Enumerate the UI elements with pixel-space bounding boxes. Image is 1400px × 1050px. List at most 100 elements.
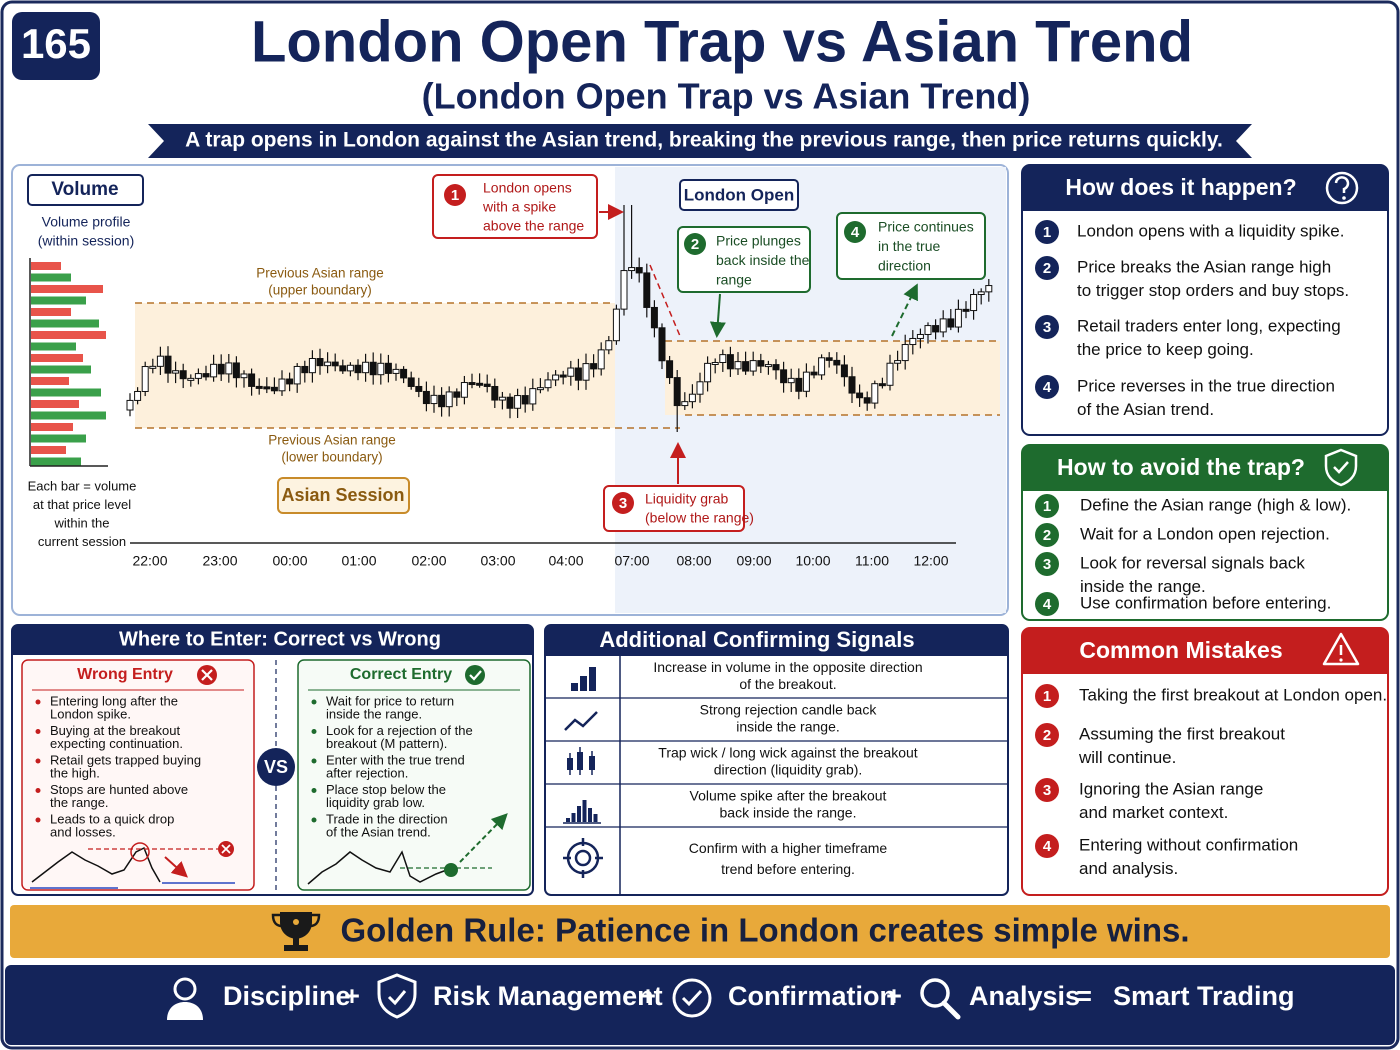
volume-caption: (within session)	[38, 233, 134, 249]
bullet	[35, 758, 41, 764]
candle-body	[833, 359, 841, 366]
mini-check	[444, 863, 458, 877]
callout-text: with a spike	[482, 199, 556, 215]
candle-body	[734, 361, 742, 370]
check-mark	[681, 989, 703, 1007]
banner-text: A trap opens in London against the Asian…	[185, 129, 1223, 152]
wrong-item-text: the high.	[50, 765, 100, 780]
golden-rule-text: Golden Rule: Patience in London creates …	[340, 912, 1189, 949]
candle-body	[567, 367, 575, 377]
number-text: 3	[1043, 319, 1051, 336]
magnifier-handle	[941, 1000, 961, 1020]
number-text: 3	[619, 495, 627, 512]
callout-text: in the true	[878, 238, 940, 254]
candle-body	[962, 308, 970, 312]
candle-body	[506, 396, 514, 409]
vs-text: VS	[264, 757, 288, 777]
candle-body	[126, 399, 134, 411]
bullet	[311, 729, 317, 734]
icon-volume	[577, 806, 581, 822]
callout-text: Price plunges	[716, 233, 801, 249]
candle-body	[916, 333, 924, 339]
candle-body	[863, 397, 871, 404]
volume-bar	[31, 388, 101, 397]
london-range-band	[665, 341, 1000, 415]
callout-arrow	[709, 293, 726, 338]
candle-body	[590, 363, 598, 370]
avoid-item-text: Look for reversal signals back	[1080, 553, 1305, 572]
candle-body	[848, 376, 856, 394]
correct-item-text: Wait for price to return	[326, 693, 454, 708]
candle-body	[491, 385, 499, 401]
candle-body	[574, 367, 582, 381]
time-label: 23:00	[202, 553, 237, 569]
number-badge	[684, 233, 706, 255]
number-text: 1	[1043, 224, 1051, 241]
vs-badge	[257, 748, 295, 786]
number-text: 4	[1043, 596, 1052, 613]
candle-body	[438, 394, 446, 408]
icon-volume	[566, 818, 570, 822]
callout-arrow	[891, 283, 918, 337]
number-badge	[1035, 256, 1059, 280]
mini-arrow	[459, 813, 508, 863]
icon-volume	[571, 813, 576, 822]
correct-title: Correct Entry	[350, 666, 452, 683]
wrong-item-text: the range.	[50, 795, 109, 810]
correct-icon-check	[469, 670, 482, 681]
bullet	[35, 788, 41, 793]
callout-box	[432, 174, 598, 239]
candle-body	[749, 360, 757, 372]
number-badge	[612, 492, 634, 514]
time-label: 07:00	[614, 553, 649, 569]
candle-body	[536, 387, 544, 391]
candle-body	[301, 365, 309, 374]
candle-body	[156, 355, 164, 367]
volume-bar	[31, 342, 76, 351]
how-item-text: London opens with a liquidity spike.	[1077, 221, 1344, 240]
signal-text: Strong rejection candle back	[700, 702, 878, 718]
candle-body	[453, 391, 461, 398]
how-item-text: the price to keep going.	[1077, 340, 1254, 359]
signal-text: Increase in volume in the opposite direc…	[653, 659, 922, 675]
number-badge	[844, 221, 866, 243]
drop-line	[649, 264, 681, 337]
callout-text: Liquidity grab	[645, 491, 728, 507]
volume-bar	[31, 296, 86, 305]
candle-body	[612, 308, 620, 342]
candle-body	[483, 383, 491, 387]
correct-item-text: breakout (M pattern).	[326, 736, 447, 751]
candle-body	[772, 364, 780, 371]
number-text: 2	[691, 236, 699, 253]
badge	[12, 12, 100, 80]
magnifier-lens	[920, 978, 950, 1008]
candle-body	[726, 354, 734, 370]
candle-body	[757, 360, 765, 367]
footer-operator: +	[640, 981, 656, 1011]
check-icon	[672, 978, 712, 1018]
footer-item: Risk Management	[433, 981, 663, 1011]
mistakes-item-text: and analysis.	[1079, 859, 1178, 878]
upper-range-label: Previous Asian range	[256, 266, 384, 281]
title: London Open Trap vs Asian Trend	[251, 9, 1193, 74]
candle-body	[780, 369, 788, 384]
icon-trend	[564, 711, 598, 731]
candle-body	[514, 395, 522, 409]
candle-body	[270, 386, 278, 392]
wrong-icon-x	[201, 669, 213, 681]
candle-body	[400, 368, 408, 379]
candle-body	[970, 294, 978, 312]
bullet	[311, 788, 317, 793]
candle-body	[498, 396, 506, 401]
wrong-item-text: Buying at the breakout	[50, 723, 180, 738]
number-text: 1	[1043, 498, 1051, 515]
mini-chart	[31, 846, 161, 883]
number-badge	[1035, 723, 1059, 747]
candle-body	[688, 393, 696, 403]
correct-item-text: of the Asian trend.	[326, 824, 431, 839]
mini-trap	[130, 842, 150, 862]
candle-body	[628, 267, 636, 272]
trophy-base	[284, 945, 308, 951]
volume-bar	[31, 423, 73, 431]
number-badge	[1035, 375, 1059, 399]
